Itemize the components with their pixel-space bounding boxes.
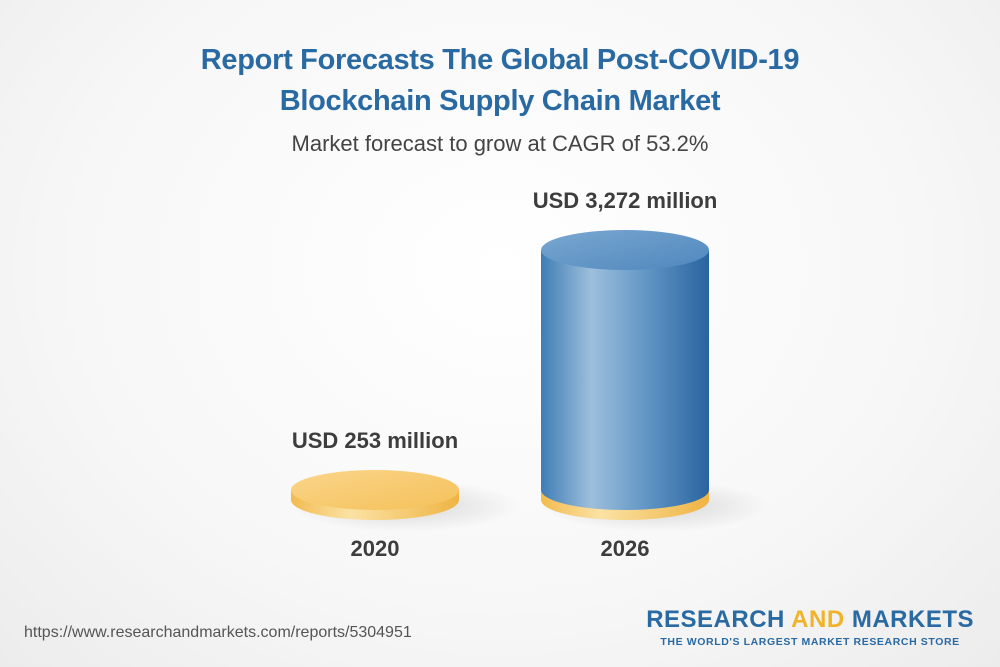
bar-2020 [291,470,519,532]
category-label: 2020 [351,536,400,561]
bar-top [541,230,709,270]
chart-title-line-2: Blockchain Supply Chain Market [279,85,721,117]
chart-subtitle: Market forecast to grow at CAGR of 53.2% [291,131,709,156]
data-label: USD 3,272 million [533,188,718,213]
bar-body [541,250,709,510]
brand-name: RESEARCH AND MARKETS [646,606,974,634]
chart-title-line-1: Report Forecasts The Global Post-COVID-1… [200,44,800,76]
category-label: 2026 [601,536,650,561]
brand-name-part-3: MARKETS [844,606,974,633]
bar-2026 [541,230,769,532]
bar-top [291,470,459,510]
source-url: https://www.researchandmarkets.com/repor… [24,624,412,641]
chart-title: Report Forecasts The Global Post-COVID-1… [0,40,1000,122]
data-label: USD 253 million [292,428,458,453]
brand-name-part-1: RESEARCH [646,606,792,633]
brand-tagline: THE WORLD'S LARGEST MARKET RESEARCH STOR… [660,636,960,648]
brand-logo: RESEARCH AND MARKETS THE WORLD'S LARGEST… [646,606,974,648]
brand-name-part-2: AND [791,606,845,633]
